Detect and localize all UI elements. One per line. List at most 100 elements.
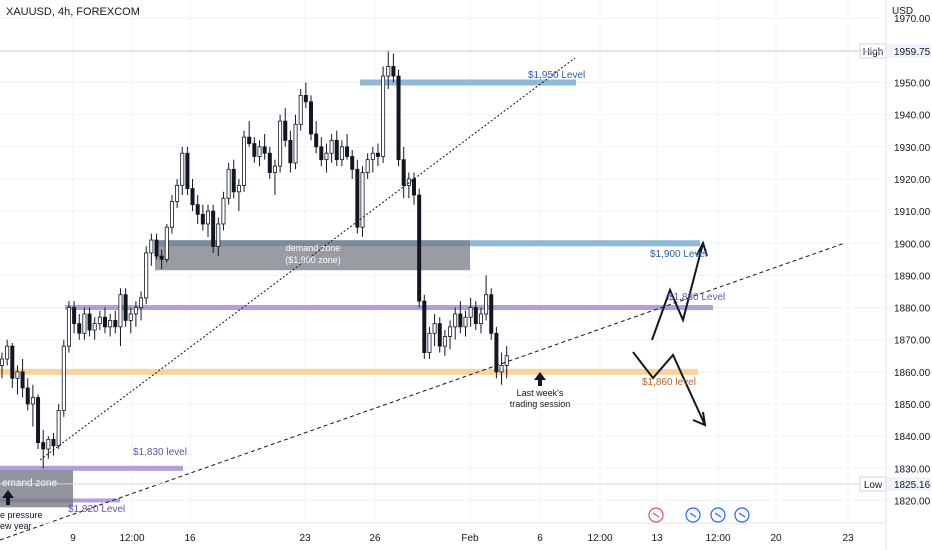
candle-down <box>211 210 216 247</box>
event-flag-icon-mark <box>738 512 746 518</box>
time-tick: 20 <box>770 533 782 544</box>
price-tick: 1970.00 <box>894 14 931 25</box>
price-tick: 1820.00 <box>894 496 931 507</box>
candle-up <box>164 226 169 260</box>
candle-up <box>329 139 334 154</box>
zones <box>0 79 713 508</box>
label-1900: $1,900 Level <box>650 249 707 260</box>
demand-zone-title: demand zone <box>286 243 341 253</box>
projection-down-arrowhead <box>692 411 707 427</box>
candle-up <box>324 152 329 161</box>
candle-up <box>139 297 144 308</box>
candle-down <box>185 152 190 189</box>
time-tick: 23 <box>299 533 311 544</box>
candle-down <box>200 213 205 225</box>
candle-up <box>175 184 180 202</box>
candle-down <box>72 307 77 325</box>
projection-up-arrowhead <box>696 240 708 257</box>
demand-zone-subtitle: ($1,900 zone) <box>285 255 341 265</box>
time-tick: 26 <box>369 533 381 544</box>
candle-up <box>92 323 97 331</box>
candle-down <box>36 397 41 443</box>
candle-up <box>453 313 458 328</box>
projection-up-path <box>651 242 704 341</box>
price-tick: 1910.00 <box>894 207 931 218</box>
candle-up <box>180 152 185 186</box>
price-axis-bg <box>886 0 932 550</box>
candle-down <box>25 387 30 405</box>
candle-up <box>205 210 210 225</box>
candle-down <box>314 133 319 148</box>
candle-down <box>51 438 56 447</box>
candle-down <box>417 194 422 302</box>
candle-down <box>195 204 200 215</box>
time-tick: 12:00 <box>119 533 144 544</box>
candle-down <box>345 146 350 157</box>
candle-down <box>473 307 478 325</box>
low-badge <box>859 476 887 492</box>
zone-1950 <box>360 79 576 86</box>
candle-down <box>350 156 355 170</box>
candle-down <box>437 323 442 347</box>
level-1860 <box>0 368 698 375</box>
candle-down <box>41 442 46 450</box>
candle-down <box>288 139 293 164</box>
price-tick: 1900.00 <box>894 239 931 250</box>
candle-up <box>278 120 283 167</box>
candle-up <box>504 355 509 366</box>
time-tick: 12:00 <box>705 533 730 544</box>
candle-up <box>360 172 365 228</box>
candle-up <box>169 201 174 228</box>
trendline-lower <box>0 242 846 541</box>
candle-down <box>262 146 267 154</box>
candle-down <box>308 101 313 135</box>
candle-up <box>66 307 71 347</box>
time-tick: 23 <box>842 533 854 544</box>
candle-up <box>221 197 226 225</box>
time-tick: 13 <box>651 533 663 544</box>
high-value-badge <box>887 44 931 58</box>
candle-up <box>30 397 35 405</box>
low-value-badge <box>887 477 931 491</box>
candle-up <box>56 410 61 447</box>
candle-up <box>149 239 154 254</box>
time-tick: 6 <box>537 533 543 544</box>
candle-up <box>15 371 20 379</box>
projection-down-path <box>632 351 706 426</box>
last-week-line1: Last week's <box>517 388 564 398</box>
time-tick: 9 <box>70 533 76 544</box>
candle-up <box>448 326 453 337</box>
candle-down <box>355 168 360 228</box>
candle-down <box>411 178 416 196</box>
candle-up <box>365 159 370 173</box>
candle-up <box>386 66 391 77</box>
label-1880: $1,880 Level <box>668 292 725 303</box>
candle-up <box>0 358 4 366</box>
candle-down <box>375 152 380 157</box>
price-tick: 1880.00 <box>894 304 931 315</box>
candle-up <box>216 223 221 247</box>
candle-up <box>339 146 344 161</box>
candle-down <box>319 146 324 161</box>
candle-up <box>118 294 123 328</box>
candle-down <box>489 294 494 334</box>
event-flag-icon-mark <box>689 512 697 518</box>
low-label: Low <box>864 480 883 491</box>
candle-up <box>257 146 262 157</box>
level-1880 <box>65 305 713 311</box>
candle-up <box>427 332 432 353</box>
candle-down <box>267 152 272 173</box>
price-tick: 1920.00 <box>894 175 931 186</box>
candle-down <box>458 313 463 328</box>
candle-down <box>159 255 164 260</box>
candle-up <box>381 75 386 157</box>
arrow-up-icon <box>2 490 14 505</box>
price-tick: 1850.00 <box>894 400 931 411</box>
candle-up <box>298 94 303 125</box>
candle-up <box>82 313 87 334</box>
price-tick: 1830.00 <box>894 464 931 475</box>
pressure-note-line1: e pressure <box>0 510 43 520</box>
